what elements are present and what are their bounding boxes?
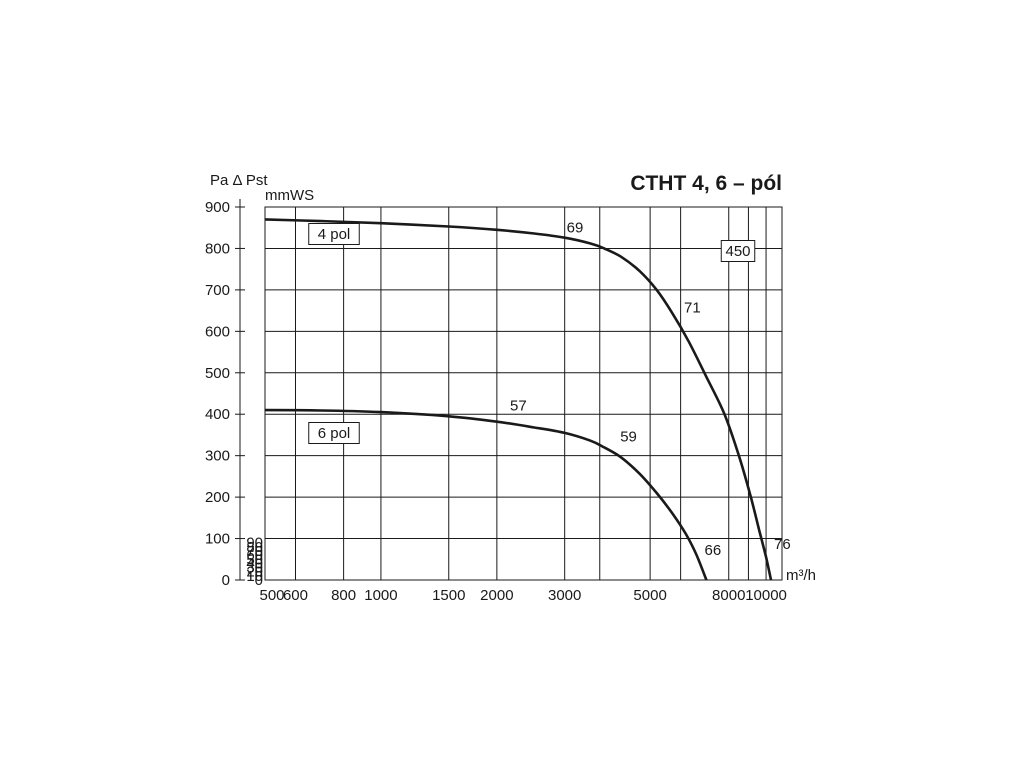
y-tick-label: 900	[205, 199, 230, 216]
curve-annotation: 59	[620, 428, 637, 445]
y-axis-label-primary: Pa Δ Pst	[210, 172, 268, 189]
series-line-6-pol	[264, 408, 708, 581]
x-axis-label: m³/h	[786, 567, 816, 584]
y2-tick-label: 60	[246, 547, 263, 564]
curves	[264, 218, 773, 581]
y-tick-label: 300	[205, 448, 230, 465]
y2-tick-label: 50	[246, 551, 263, 568]
y-tick-label: 400	[205, 406, 230, 423]
y-axis-label-secondary: mmWS	[265, 187, 314, 204]
y-tick-label: 100	[205, 531, 230, 548]
series-label-4-pol-box	[308, 223, 360, 245]
curve-annotation: 71	[684, 300, 701, 317]
y2-tick-label: 30	[246, 560, 263, 577]
series-line-4-pol	[264, 218, 773, 581]
plot-frame	[264, 206, 783, 581]
x-tick-label: 3000	[548, 587, 581, 604]
curve-annotation: 69	[567, 220, 584, 237]
y-tick-label: 200	[205, 489, 230, 506]
y2-tick-label: 80	[246, 539, 263, 556]
x-tick-label: 1500	[432, 587, 465, 604]
series-label-6-pol: 6 pol	[318, 425, 351, 442]
y-tick-label: 600	[205, 323, 230, 340]
grid	[264, 206, 783, 581]
y-tick-label: 700	[205, 282, 230, 299]
curve-annotation: 57	[510, 398, 527, 415]
size-label: 450	[725, 243, 750, 260]
y2-tick-label: 20	[246, 564, 263, 581]
x-tick-label: 1000	[364, 587, 397, 604]
y2-tick-label: 10	[246, 568, 263, 585]
x-tick-label: 2000	[480, 587, 513, 604]
labels: 69 71 76 57 59 66 4 pol 6 pol 450	[308, 220, 791, 559]
x-tick-label: 800	[331, 587, 356, 604]
y2-tick-label: 90	[246, 535, 263, 552]
series-label-6-pol-box	[308, 422, 360, 444]
size-label-box	[720, 240, 756, 262]
x-tick-label: 500	[259, 587, 284, 604]
curve-annotation: 76	[774, 536, 791, 553]
y-tick-label: 500	[205, 365, 230, 382]
x-tick-label: 10000	[745, 587, 787, 604]
y-tick-label: 0	[222, 572, 230, 589]
series-label-4-pol: 4 pol	[318, 226, 351, 243]
y2-tick-label: 70	[246, 543, 263, 560]
y-tick-label: 800	[205, 240, 230, 257]
chart-title: CTHT 4, 6 – pól	[630, 172, 782, 195]
axes: 0100200300400500600700800900010203040506…	[205, 199, 787, 604]
curve-annotation: 66	[705, 542, 722, 559]
x-tick-label: 8000	[712, 587, 745, 604]
x-tick-label: 5000	[633, 587, 666, 604]
y2-tick-label: 40	[246, 555, 263, 572]
y2-tick-label: 0	[255, 572, 263, 589]
x-tick-label: 600	[283, 587, 308, 604]
